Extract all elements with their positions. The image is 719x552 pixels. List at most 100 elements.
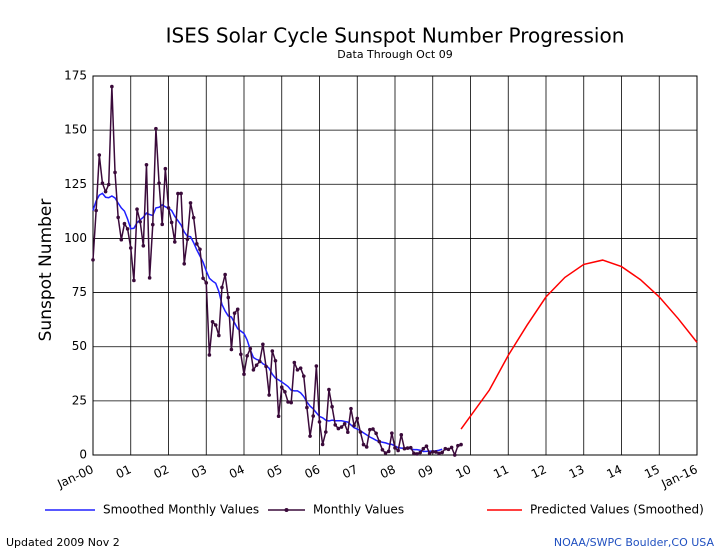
legend-label: Predicted Values (Smoothed) — [530, 503, 704, 517]
y-axis-label: Sunspot Number — [36, 199, 56, 342]
y-tick-label: 50 — [72, 339, 87, 353]
data-point — [352, 423, 356, 428]
data-point — [232, 311, 237, 315]
data-point — [292, 360, 297, 365]
x-tick-label: 11 — [491, 462, 511, 481]
data-point — [355, 416, 360, 421]
data-point — [195, 242, 199, 246]
data-point — [261, 342, 265, 347]
data-point — [172, 240, 177, 244]
data-point — [245, 354, 249, 358]
data-point — [405, 446, 410, 450]
chart-title: ISES Solar Cycle Sunspot Number Progress… — [166, 24, 625, 48]
y-tick-label: 0 — [79, 448, 87, 462]
data-point — [125, 227, 130, 231]
data-point — [434, 450, 438, 454]
data-point — [122, 221, 127, 226]
data-point — [201, 276, 205, 281]
data-point — [289, 400, 293, 405]
data-point — [113, 170, 117, 175]
x-tick-label: 08 — [378, 462, 398, 481]
series-line — [92, 86, 462, 458]
data-point — [336, 426, 341, 431]
data-point — [110, 84, 114, 89]
x-tick-label: 04 — [227, 462, 247, 481]
data-point — [333, 423, 338, 427]
x-tick-label: 14 — [604, 462, 624, 481]
footer-right: NOAA/SWPC Boulder,CO USA — [554, 536, 715, 549]
data-point — [254, 363, 259, 367]
data-point — [144, 162, 149, 167]
data-point — [279, 385, 284, 390]
data-point — [449, 445, 454, 450]
footer-left: Updated 2009 Nov 2 — [6, 536, 120, 549]
data-point — [402, 446, 407, 451]
data-point — [305, 405, 309, 410]
x-tick-label: 15 — [642, 462, 662, 481]
data-point — [273, 358, 278, 363]
data-point — [185, 237, 190, 242]
x-tick-label: 10 — [453, 462, 473, 481]
legend-label: Smoothed Monthly Values — [103, 503, 259, 517]
legend-label: Monthly Values — [313, 503, 404, 517]
x-tick-label: 05 — [265, 462, 285, 481]
y-tick-label: 150 — [64, 123, 87, 137]
data-point — [264, 364, 268, 369]
data-point — [182, 261, 187, 266]
data-point — [166, 206, 171, 210]
chart-subtitle: Data Through Oct 09 — [337, 48, 452, 61]
data-point — [346, 430, 350, 435]
data-point — [393, 446, 397, 450]
data-point — [198, 247, 202, 252]
data-point — [295, 368, 300, 372]
data-point — [94, 208, 98, 213]
x-tick-label: 06 — [302, 462, 322, 481]
data-point — [358, 430, 363, 434]
data-point — [421, 446, 426, 451]
data-point — [377, 439, 382, 444]
x-tick-label: 09 — [416, 462, 436, 481]
data-point — [229, 347, 234, 352]
data-point — [364, 445, 369, 449]
data-point — [270, 349, 275, 353]
data-point — [242, 372, 246, 377]
data-point — [440, 450, 444, 455]
data-point — [191, 215, 196, 220]
x-tick-label: 07 — [340, 462, 360, 481]
data-point — [408, 445, 413, 450]
x-tick-label: 01 — [114, 462, 134, 481]
data-point — [418, 450, 422, 455]
data-point — [412, 451, 416, 456]
data-point — [308, 434, 312, 438]
data-point — [141, 243, 146, 248]
data-point — [204, 281, 209, 285]
data-point — [323, 430, 328, 434]
data-point — [368, 427, 372, 432]
data-point — [217, 333, 221, 338]
data-point — [154, 126, 158, 131]
data-point — [390, 431, 394, 435]
plot-border — [92, 75, 698, 456]
x-tick-label: 13 — [567, 462, 587, 481]
data-point — [138, 219, 142, 224]
data-point — [330, 404, 334, 409]
data-point — [380, 448, 385, 452]
data-point — [239, 352, 243, 357]
data-point — [128, 246, 133, 250]
data-point — [207, 353, 212, 357]
data-point — [386, 449, 391, 454]
data-point — [163, 166, 168, 171]
data-point — [317, 420, 322, 424]
data-point — [97, 153, 102, 157]
data-point — [286, 400, 290, 404]
data-point — [106, 182, 111, 187]
data-point — [160, 222, 165, 227]
data-point — [248, 346, 253, 351]
data-point — [100, 181, 105, 186]
data-point — [427, 451, 432, 456]
data-point — [179, 191, 183, 196]
data-point — [276, 414, 281, 419]
data-point — [424, 444, 429, 448]
data-point — [150, 222, 155, 227]
